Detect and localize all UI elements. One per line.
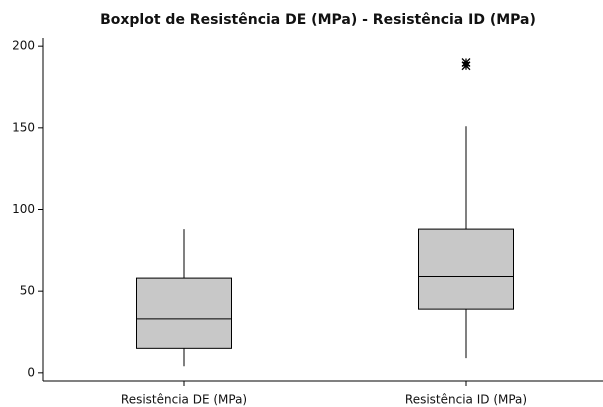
y-tick-label: 150 xyxy=(12,120,35,134)
chart-title: Boxplot de Resistência DE (MPa) - Resist… xyxy=(100,12,536,28)
y-tick-label: 200 xyxy=(12,39,35,53)
box xyxy=(418,228,514,310)
y-tick-label: 100 xyxy=(12,202,35,216)
x-tick-label: Resistência DE (MPa) xyxy=(121,393,247,407)
y-tick-label: 50 xyxy=(20,284,35,298)
y-tick-label: 0 xyxy=(27,365,35,379)
x-tick-label: Resistência ID (MPa) xyxy=(405,393,527,407)
outlier xyxy=(461,58,471,67)
box xyxy=(136,277,232,349)
